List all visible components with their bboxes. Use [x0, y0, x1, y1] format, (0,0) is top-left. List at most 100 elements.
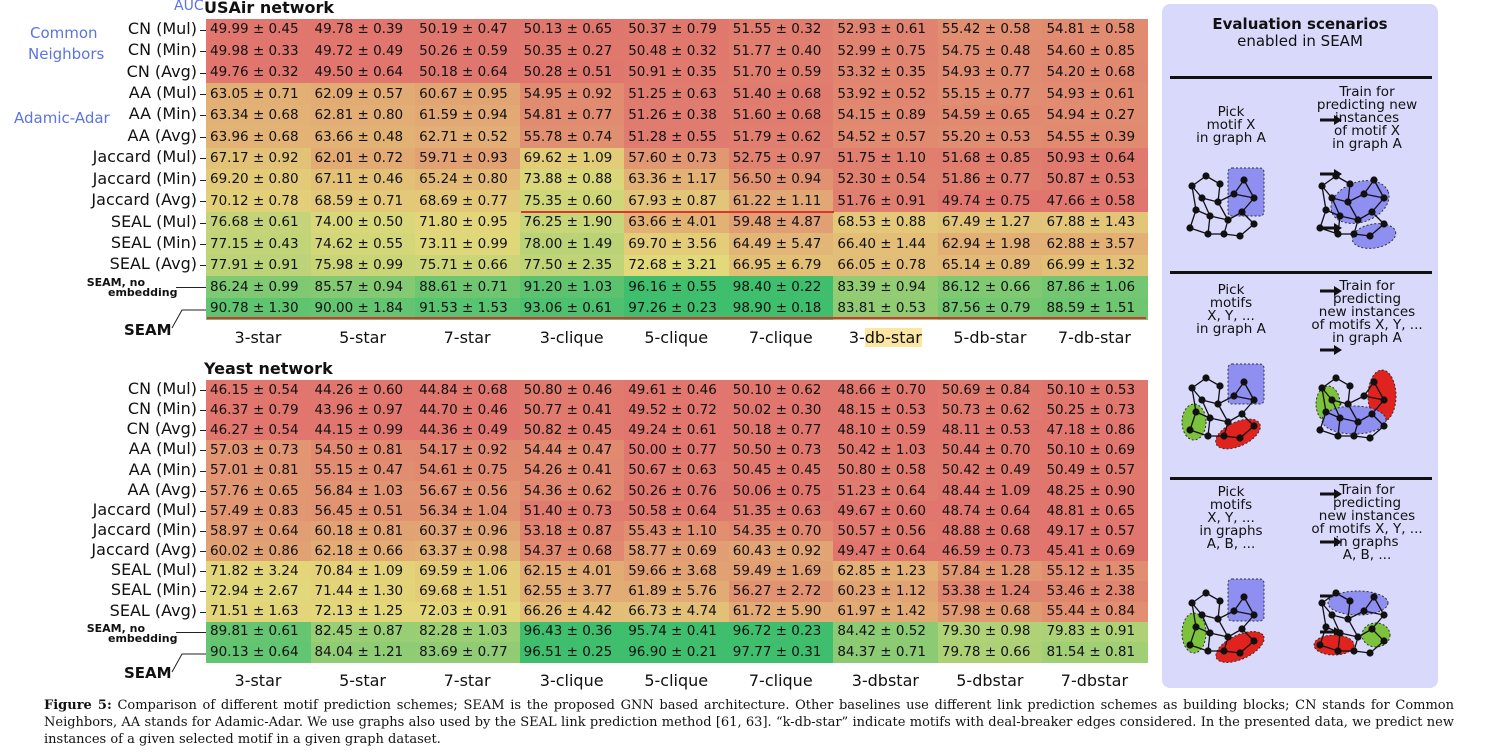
row-tick	[200, 158, 206, 160]
graph-node	[1334, 432, 1342, 440]
graph-node	[1230, 190, 1238, 198]
heatmap-cell: 88.61 ± 0.71	[415, 276, 521, 299]
graph-edge	[1321, 387, 1327, 413]
heatmap-cell: 68.53 ± 0.88	[833, 211, 939, 235]
heatmap-cell: 48.10 ± 0.59	[833, 420, 939, 442]
heatmap-cell: 69.20 ± 0.80	[206, 169, 312, 192]
heatmap-cell: 63.36 ± 1.17	[624, 169, 730, 192]
seam-no-embedding-tick	[176, 631, 206, 633]
graph-node	[1350, 647, 1358, 655]
row-label: CN (Mul)	[127, 18, 197, 38]
heatmap-cell: 64.49 ± 5.47	[728, 233, 835, 256]
graph-node	[1332, 172, 1340, 180]
heatmap-cell: 51.26 ± 0.38	[624, 104, 730, 128]
heatmap-cell: 88.59 ± 1.51	[1042, 297, 1148, 320]
graph-node	[1192, 206, 1200, 214]
seam-label: SEAM	[124, 321, 172, 340]
figure-caption: Figure 5: Comparison of different motif …	[44, 697, 1454, 748]
graph-node	[1236, 232, 1244, 240]
row-tick	[200, 410, 206, 412]
graph-node	[1240, 176, 1248, 184]
scenario-text-line: predicting new	[1316, 97, 1418, 113]
heatmap-cell: 54.75 ± 0.48	[937, 40, 1044, 63]
heatmap-cell: 50.19 ± 0.47	[415, 19, 521, 42]
heatmap-cell: 54.36 ± 0.62	[519, 480, 626, 502]
row-tick	[200, 201, 206, 203]
heatmap-cell: 46.37 ± 0.79	[206, 400, 312, 422]
heatmap-cell: 49.17 ± 0.57	[1042, 520, 1148, 543]
x-tick-label: 3-dbstar	[851, 670, 919, 690]
graph-node	[1332, 374, 1340, 382]
heatmap-cell: 62.85 ± 1.23	[833, 561, 939, 583]
graph-node	[1206, 629, 1214, 637]
scenario-text-line: Pick	[1217, 104, 1245, 120]
heatmap-cell: 51.35 ± 0.63	[728, 500, 835, 522]
graph-node	[1344, 400, 1352, 408]
heatmap-cell: 54.59 ± 0.65	[937, 104, 1044, 128]
row-tick	[200, 390, 206, 392]
graph-node	[1328, 396, 1336, 404]
highlight-text: db-star	[864, 328, 922, 348]
heatmap-cell: 44.36 ± 0.49	[415, 420, 521, 442]
heatmap-cell: 59.71 ± 0.93	[415, 147, 521, 170]
row-label: AA (Min)	[128, 104, 197, 124]
heatmap-cell: 54.61 ± 0.75	[415, 460, 521, 482]
heatmap-cell: 49.61 ± 0.46	[624, 380, 730, 402]
heatmap-cell: 50.28 ± 0.51	[519, 61, 626, 85]
graph-edge	[1321, 185, 1327, 211]
seam-no-embedding-label: SEAM, no	[86, 276, 145, 290]
graph-node	[1368, 410, 1376, 418]
x-tick-label: 3-star	[234, 328, 282, 348]
graph-node	[1368, 625, 1376, 633]
heatmap-cell: 91.20 ± 1.03	[519, 276, 626, 299]
heatmap-cell: 50.42 ± 1.03	[833, 440, 939, 462]
row-label: SEAL (Mul)	[110, 211, 197, 231]
heatmap-cell: 50.87 ± 0.53	[1042, 169, 1148, 192]
heatmap-cell: 66.40 ± 1.44	[833, 233, 939, 256]
heatmap-cell: 67.93 ± 0.87	[624, 190, 730, 213]
heatmap-cell: 60.18 ± 0.81	[310, 520, 417, 543]
heatmap-cell: 51.28 ± 0.55	[624, 126, 730, 149]
heatmap-cell: 57.49 ± 0.83	[206, 500, 312, 522]
heatmap-cell: 90.13 ± 0.64	[206, 641, 312, 663]
heatmap-cell: 54.35 ± 0.70	[728, 520, 835, 543]
heatmap-cell: 51.55 ± 0.32	[728, 19, 835, 42]
graph-node	[1346, 597, 1354, 605]
rule-3	[1170, 477, 1432, 480]
graph-node	[1220, 647, 1228, 655]
heatmap-cell: 47.18 ± 0.86	[1042, 420, 1148, 442]
heatmap-cell: 72.13 ± 1.25	[310, 601, 417, 623]
graph-node	[1354, 418, 1362, 426]
row-tick	[200, 244, 206, 245]
heatmap-cell: 58.97 ± 0.64	[206, 520, 312, 543]
heatmap-cell: 70.84 ± 1.09	[310, 561, 417, 583]
heatmap-cell: 78.00 ± 1.49	[519, 233, 626, 256]
heatmap-cell: 49.76 ± 0.32	[206, 61, 312, 85]
row-tick	[200, 591, 206, 593]
arrow-head	[1334, 223, 1342, 233]
row-label: CN (Mul)	[127, 379, 197, 399]
graph-node	[1188, 384, 1196, 392]
graph-node	[1238, 410, 1246, 418]
heatmap-cell: 72.03 ± 0.91	[415, 601, 521, 623]
heatmap-cell: 71.80 ± 0.95	[415, 211, 521, 235]
scenario-text-line: Train for	[1339, 84, 1395, 100]
heatmap-cell: 62.88 ± 3.57	[1042, 233, 1148, 256]
usair-title: USAir network	[204, 0, 335, 17]
scenario-text-line: in graph A	[1196, 321, 1266, 337]
scenario-1-right: Train for predicting new instances of motif…	[1302, 84, 1432, 151]
heatmap-cell: 66.73 ± 4.74	[624, 601, 730, 623]
heatmap-cell: 62.18 ± 0.66	[310, 541, 417, 563]
row-tick	[200, 510, 206, 512]
x-tick-label: 7-star	[443, 328, 491, 348]
row-tick	[200, 51, 206, 53]
x-tick-label: 3-clique	[539, 670, 604, 690]
row-tick	[200, 115, 206, 117]
arrow-head	[1334, 115, 1342, 125]
heatmap-cell: 74.62 ± 0.55	[310, 233, 417, 256]
graph-node	[1318, 599, 1326, 607]
auc-label: AUC	[174, 0, 204, 14]
graph-node	[1204, 647, 1212, 655]
row-label: AA (Mul)	[128, 83, 197, 102]
heatmap-cell: 50.44 ± 0.70	[937, 440, 1044, 462]
